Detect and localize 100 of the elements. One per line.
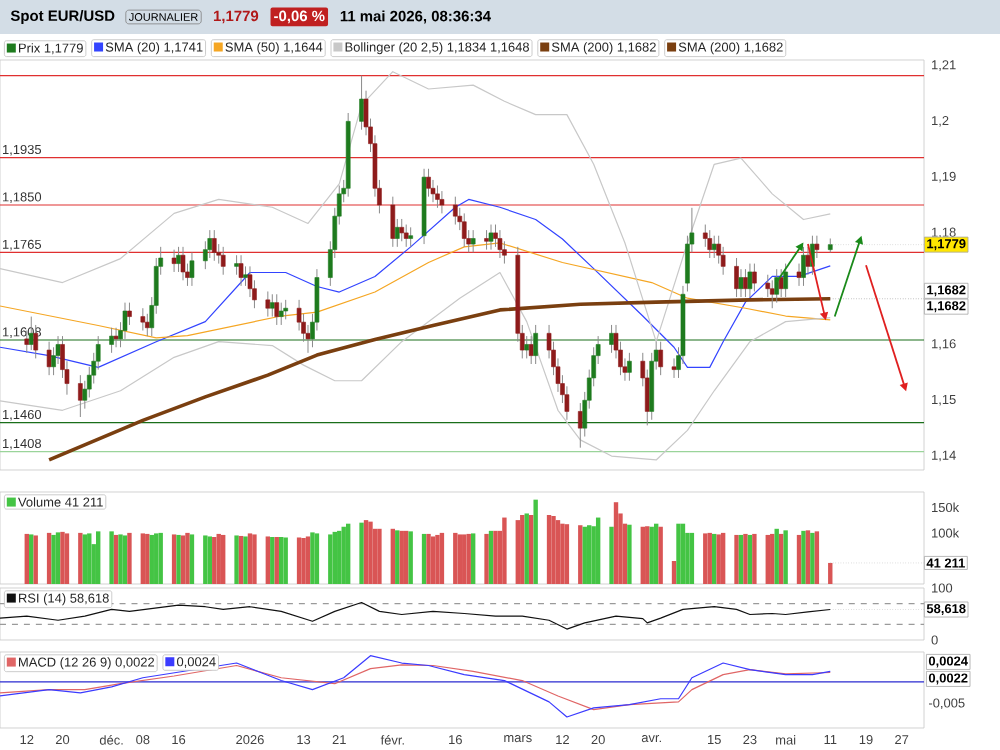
bar: [64, 533, 70, 584]
candlestick: [488, 224, 494, 251]
candlestick: [774, 268, 780, 304]
candlestick: [752, 263, 757, 292]
candlestick: [113, 327, 119, 348]
candlestick: [265, 290, 271, 318]
candlestick: [274, 293, 280, 326]
bar: [488, 530, 494, 584]
bar: [453, 532, 458, 584]
bar: [390, 528, 396, 584]
candlestick: [711, 235, 717, 259]
bar: [676, 523, 681, 584]
candlestick: [627, 352, 632, 382]
bar: [189, 534, 195, 584]
candlestick: [238, 254, 244, 287]
bar: [122, 535, 128, 584]
candlestick: [470, 229, 476, 253]
bar: [24, 533, 29, 584]
candlestick: [801, 246, 806, 287]
candlestick: [747, 263, 753, 298]
bar: [703, 533, 708, 584]
bar: [359, 522, 364, 584]
bar: [743, 533, 748, 584]
candlestick: [78, 374, 83, 418]
bar: [314, 533, 320, 584]
bar: [368, 521, 373, 584]
bar: [127, 532, 132, 584]
bar: [484, 533, 489, 584]
bar: [765, 534, 770, 584]
bar: [377, 528, 382, 584]
bar: [533, 499, 538, 584]
bar: [720, 532, 726, 584]
candlestick: [109, 327, 114, 354]
candlestick: [278, 302, 284, 326]
bar: [337, 530, 342, 584]
bar: [430, 536, 436, 584]
candlestick: [46, 341, 52, 376]
bar: [216, 533, 221, 584]
bar: [640, 526, 645, 584]
candlestick: [220, 246, 226, 276]
bar: [243, 536, 248, 584]
candlestick: [171, 249, 177, 273]
candlestick: [211, 229, 217, 262]
candlestick: [140, 307, 146, 332]
candlestick: [707, 229, 713, 259]
bar: [140, 533, 146, 584]
bar: [301, 538, 306, 584]
candlestick: [453, 196, 458, 226]
candlestick: [403, 224, 409, 248]
line-series: [47, 296, 833, 462]
bar: [203, 535, 208, 584]
bar: [185, 532, 190, 584]
candlestick: [461, 212, 467, 248]
bar: [283, 537, 288, 584]
bar: [171, 534, 177, 584]
bar: [310, 532, 315, 584]
candlestick: [435, 185, 440, 209]
bar: [82, 534, 88, 584]
bar: [60, 531, 65, 584]
bar: [546, 515, 552, 584]
bar: [814, 531, 820, 584]
bar: [212, 536, 217, 584]
bar: [154, 533, 159, 584]
candlestick: [399, 218, 405, 242]
bar: [587, 525, 592, 584]
bar: [609, 526, 614, 584]
candlestick: [439, 190, 445, 214]
bar: [555, 520, 561, 584]
bar: [363, 520, 369, 584]
bar: [613, 502, 619, 584]
bar: [796, 534, 802, 584]
candlestick: [189, 251, 195, 287]
bar: [234, 535, 239, 584]
bar: [653, 523, 659, 584]
candlestick: [533, 324, 538, 365]
candlestick: [783, 263, 788, 298]
bar: [87, 533, 92, 584]
bar: [502, 517, 507, 584]
bar: [627, 524, 632, 584]
bar: [778, 533, 784, 584]
bar: [345, 523, 351, 584]
bar: [493, 530, 498, 584]
bar: [564, 524, 570, 584]
bar: [466, 533, 471, 584]
candlestick: [658, 341, 663, 376]
bar: [689, 532, 695, 584]
candlestick: [390, 196, 396, 248]
bar: [55, 532, 61, 584]
candlestick: [180, 246, 186, 281]
bar: [296, 537, 302, 584]
candlestick: [734, 257, 739, 298]
candlestick: [497, 229, 503, 259]
bar: [113, 534, 119, 584]
bar: [801, 530, 806, 584]
bar: [180, 535, 186, 584]
bar: [680, 523, 686, 584]
bar: [770, 533, 775, 584]
bar: [238, 535, 244, 584]
bar: [328, 534, 333, 584]
bar: [470, 533, 476, 584]
